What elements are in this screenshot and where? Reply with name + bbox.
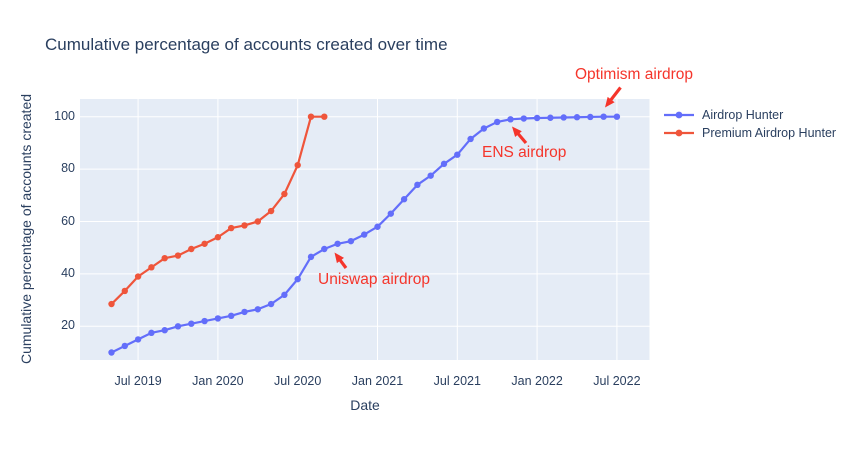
data-point[interactable] [347, 237, 355, 245]
data-point[interactable] [134, 273, 142, 280]
data-point[interactable] [121, 287, 128, 295]
legend-label: Airdrop Hunter [702, 108, 784, 122]
annotation-arrowhead-icon [605, 96, 615, 108]
legend: Airdrop Hunter Premium Airdrop Hunter [663, 106, 836, 142]
data-point[interactable] [533, 114, 541, 122]
data-point[interactable] [174, 323, 182, 330]
x-tick-label: Jul 2021 [433, 374, 481, 388]
data-point[interactable] [281, 291, 288, 299]
legend-line-sample-red [664, 129, 694, 137]
annotation-arrow-line [608, 86, 622, 103]
data-point[interactable] [228, 224, 235, 232]
annotation-arrow-line [515, 131, 528, 145]
data-point[interactable] [108, 300, 115, 308]
data-point[interactable] [161, 254, 168, 262]
data-point[interactable] [254, 218, 261, 225]
data-point[interactable] [334, 240, 341, 247]
data-point[interactable] [587, 113, 594, 121]
chart-title: Cumulative percentage of accounts create… [45, 35, 448, 54]
annotation-optimism-airdrop: Optimism airdrop [575, 66, 693, 83]
data-point[interactable] [560, 114, 567, 121]
data-point[interactable] [201, 240, 208, 247]
plot-background [80, 99, 650, 360]
data-point[interactable] [467, 135, 474, 143]
data-point[interactable] [134, 336, 142, 343]
annotation-ens-airdrop: ENS airdrop [482, 144, 567, 161]
data-point[interactable] [294, 275, 301, 283]
data-point[interactable] [201, 317, 208, 325]
x-tick-label: Jul 2022 [593, 374, 641, 388]
data-point[interactable] [427, 172, 434, 179]
data-point[interactable] [148, 264, 155, 271]
data-point[interactable] [188, 245, 195, 253]
data-point[interactable] [148, 329, 155, 337]
data-point[interactable] [188, 320, 195, 327]
data-point[interactable] [520, 115, 527, 122]
data-point[interactable] [307, 113, 315, 120]
data-point[interactable] [241, 308, 248, 316]
data-point[interactable] [267, 207, 275, 215]
data-point[interactable] [440, 160, 448, 168]
data-point[interactable] [600, 113, 607, 120]
data-point[interactable] [161, 327, 168, 334]
data-point[interactable] [214, 234, 222, 241]
x-tick-label: Jan 2021 [351, 374, 404, 388]
data-point[interactable] [241, 222, 248, 229]
annotation-arrowhead-icon [512, 126, 522, 137]
data-point[interactable] [480, 125, 488, 132]
y-tick-label: 60 [61, 213, 75, 228]
data-point[interactable] [507, 116, 514, 123]
data-point[interactable] [174, 252, 182, 259]
data-point[interactable] [281, 190, 288, 198]
data-point[interactable] [321, 113, 328, 120]
data-point[interactable] [294, 161, 301, 169]
y-tick-label: 100 [54, 108, 75, 123]
x-axis-title: Date [350, 397, 380, 413]
annotation-uniswap-airdrop: Uniswap airdrop [318, 271, 430, 288]
data-point[interactable] [494, 118, 501, 126]
data-point[interactable] [547, 114, 554, 121]
data-point[interactable] [400, 196, 408, 203]
legend-item-premium-airdrop-hunter[interactable]: Premium Airdrop Hunter [663, 124, 836, 142]
x-tick-label: Jan 2020 [192, 374, 244, 388]
y-tick-label: 80 [61, 161, 75, 176]
data-point[interactable] [254, 306, 261, 313]
data-point[interactable] [108, 349, 115, 356]
data-point[interactable] [374, 223, 381, 230]
data-point[interactable] [414, 181, 421, 189]
data-point[interactable] [121, 342, 128, 350]
y-tick-label: 20 [61, 318, 75, 333]
data-point[interactable] [454, 151, 461, 158]
data-point[interactable] [613, 113, 621, 120]
data-point[interactable] [307, 253, 315, 261]
legend-line-sample-blue [664, 111, 694, 119]
legend-item-airdrop-hunter[interactable]: Airdrop Hunter [663, 106, 836, 124]
data-point[interactable] [228, 312, 235, 320]
data-point[interactable] [361, 231, 368, 238]
data-point[interactable] [267, 300, 275, 308]
data-point[interactable] [387, 210, 394, 217]
data-point[interactable] [321, 245, 328, 253]
x-tick-label: Jul 2020 [274, 374, 322, 388]
legend-label: Premium Airdrop Hunter [702, 126, 837, 140]
data-point[interactable] [573, 114, 581, 121]
annotation-arrowhead-icon [334, 252, 344, 264]
x-tick-label: Jan 2022 [511, 374, 563, 388]
y-tick-label: 40 [61, 265, 75, 280]
data-point[interactable] [214, 315, 222, 322]
x-tick-label: Jul 2019 [114, 374, 162, 388]
